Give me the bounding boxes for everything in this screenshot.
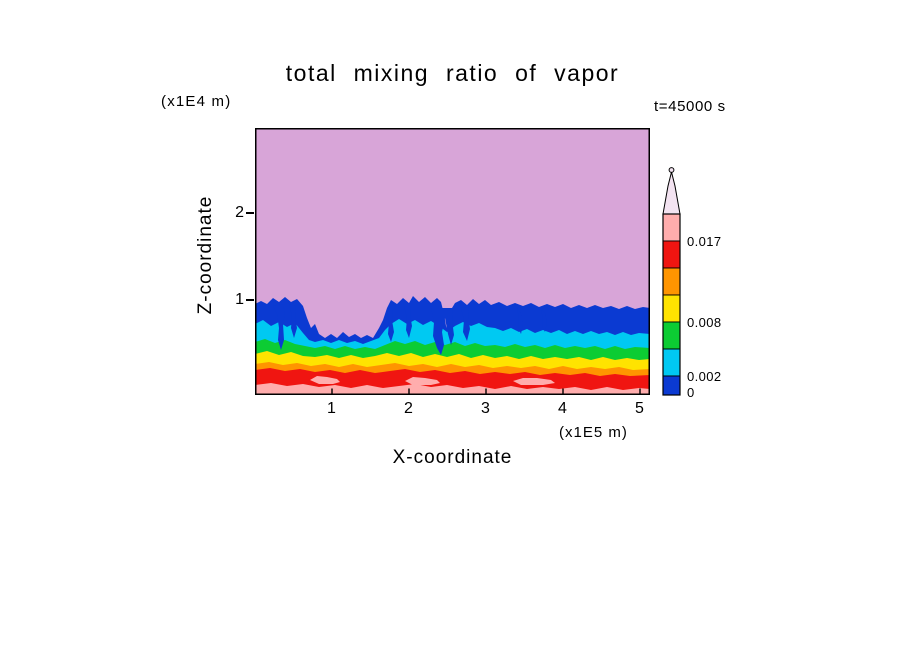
blue-filament xyxy=(404,306,412,338)
pink-patch xyxy=(405,377,440,385)
colorbar-label-0008: 0.008 xyxy=(687,315,722,330)
plot-frame xyxy=(255,128,650,395)
y-tick-label-1: 1 xyxy=(235,291,244,308)
x-axis-label: X-coordinate xyxy=(392,447,513,468)
blue-filament xyxy=(273,304,285,350)
x-tick-label-3: 3 xyxy=(481,400,490,417)
colorbar-arrow-tip xyxy=(668,167,675,173)
colorbar-frame xyxy=(662,213,681,396)
blue-filament xyxy=(387,310,394,342)
colorbar-arrow xyxy=(662,171,681,215)
y-tick-mark xyxy=(246,299,254,301)
blue-filament xyxy=(289,304,297,338)
contour-plot xyxy=(255,128,650,395)
time-annotation: t=45000 s xyxy=(654,98,726,115)
colorbar-segment-blue xyxy=(662,375,681,396)
y-axis-label: Z-coordinate xyxy=(195,195,216,315)
colorbar-label-0002: 0.002 xyxy=(687,369,722,384)
blue-filament xyxy=(461,307,470,341)
y-tick-label-2: 2 xyxy=(235,204,244,221)
x-tick-label-1: 1 xyxy=(327,400,336,417)
band-pink-surface xyxy=(255,383,650,395)
pink-patch xyxy=(310,376,340,384)
blue-filament xyxy=(517,308,523,334)
x-tick-label-5: 5 xyxy=(635,400,644,417)
colorbar-segment-orange xyxy=(662,267,681,296)
colorbar-label-0017: 0.017 xyxy=(687,234,722,249)
pink-patch xyxy=(513,378,555,385)
y-tick-mark xyxy=(246,212,254,214)
x-tick-label-4: 4 xyxy=(558,400,567,417)
colorbar-segment-green xyxy=(662,321,681,350)
colorbar-segment-red xyxy=(662,240,681,269)
blue-filament xyxy=(431,308,454,355)
colorbar xyxy=(662,167,681,396)
chart-title: total mixing ratio of vapor xyxy=(285,60,620,86)
colorbar-segment-cyan xyxy=(662,348,681,377)
colorbar-segment-yellow xyxy=(662,294,681,323)
x-axis-unit-label: (x1E5 m) xyxy=(559,424,628,441)
blue-filament xyxy=(541,309,547,332)
y-axis-unit-label: (x1E4 m) xyxy=(161,93,232,110)
x-tick-label-2: 2 xyxy=(404,400,413,417)
colorbar-label-0: 0 xyxy=(687,385,695,400)
blue-filaments xyxy=(273,304,547,355)
pink-patches xyxy=(310,376,555,385)
colorbar-segment-pink xyxy=(662,213,681,242)
